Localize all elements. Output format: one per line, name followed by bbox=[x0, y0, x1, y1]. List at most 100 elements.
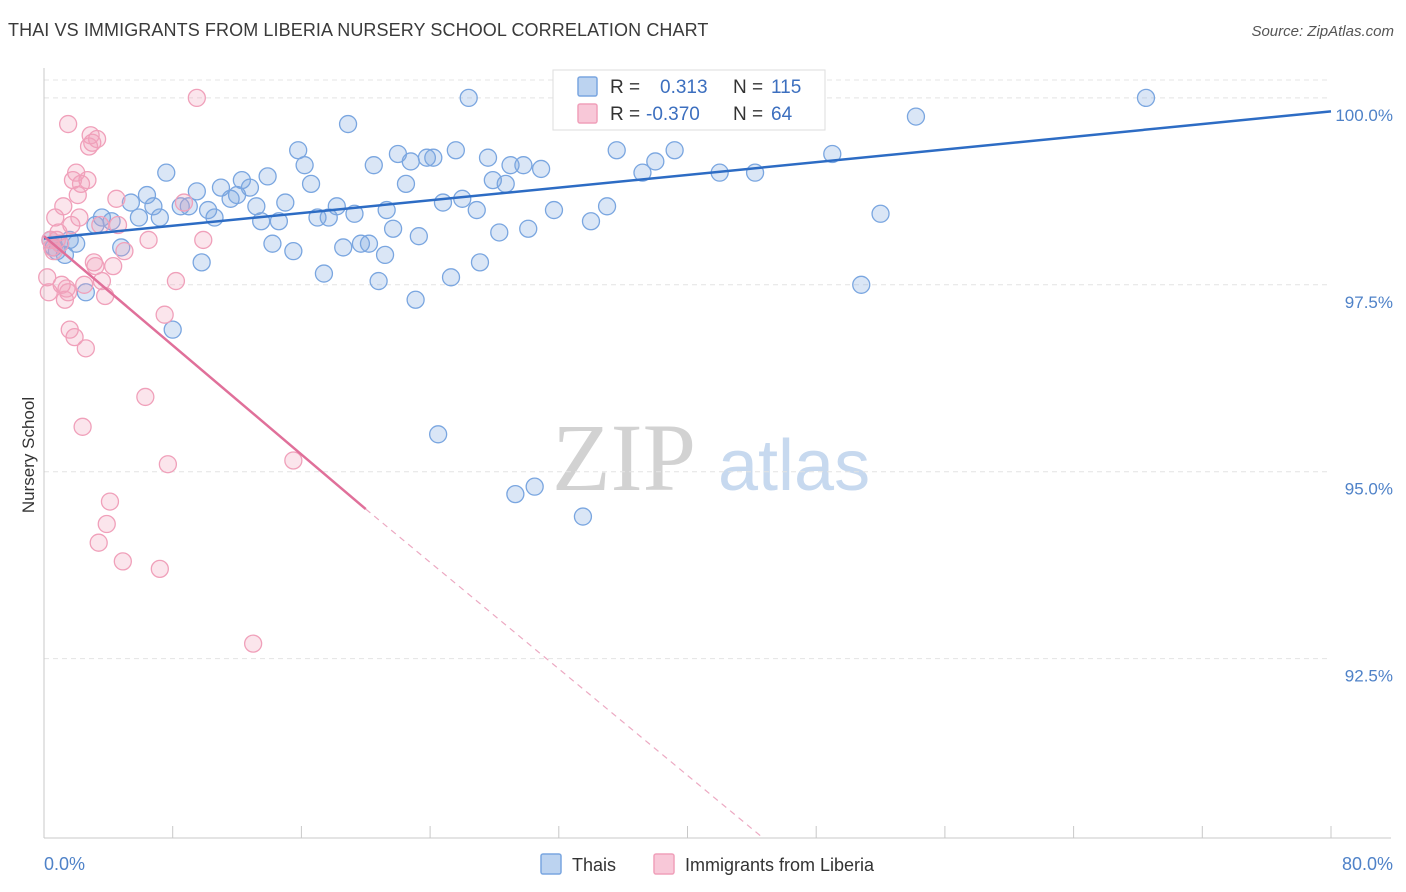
point-thais-39 bbox=[301, 174, 321, 194]
point-thais-9 bbox=[92, 208, 112, 227]
point-thais-73 bbox=[501, 156, 520, 175]
point-thais-79 bbox=[544, 200, 564, 220]
point-thais-88 bbox=[665, 141, 684, 160]
point-liberia-51 bbox=[187, 88, 206, 108]
point-liberia-10 bbox=[54, 197, 73, 216]
point-thais-72 bbox=[496, 174, 515, 194]
legend-r-value-thais: 0.313 bbox=[660, 77, 708, 98]
stats-legend: R = 0.313 N = 115 R = -0.370 N = 64 bbox=[552, 69, 826, 131]
point-liberia-24 bbox=[75, 275, 94, 294]
legend-n-label-liberia: N = bbox=[733, 104, 763, 125]
point-thais-66 bbox=[459, 88, 478, 108]
point-liberia-42 bbox=[113, 552, 132, 571]
point-thais-44 bbox=[334, 238, 353, 257]
point-liberia-39 bbox=[104, 256, 123, 276]
point-thais-13 bbox=[129, 208, 149, 227]
point-thais-68 bbox=[470, 253, 490, 272]
source-credit: Source: ZipAtlas.com bbox=[1251, 23, 1394, 40]
watermark-atlas: atlas bbox=[718, 426, 870, 506]
y-tick-label-0: 92.5% bbox=[1345, 667, 1393, 686]
legend-r-label-liberia: R = bbox=[610, 104, 640, 125]
point-liberia-18 bbox=[65, 327, 84, 347]
point-thais-22 bbox=[192, 253, 211, 272]
point-thais-41 bbox=[314, 264, 334, 283]
point-liberia-40 bbox=[107, 189, 126, 208]
series-swatch-liberia bbox=[653, 853, 675, 875]
y-axis-title: Nursery School bbox=[19, 397, 38, 513]
point-thais-83 bbox=[597, 197, 617, 216]
point-liberia-44 bbox=[136, 387, 155, 407]
point-liberia-43 bbox=[115, 242, 134, 261]
legend-n-value-thais: 115 bbox=[771, 77, 801, 98]
point-liberia-49 bbox=[166, 271, 186, 291]
point-thais-16 bbox=[150, 208, 169, 227]
point-thais-45 bbox=[338, 114, 358, 134]
point-thais-38 bbox=[295, 156, 314, 175]
chart-title: THAI VS IMMIGRANTS FROM LIBERIA NURSERY … bbox=[8, 20, 709, 40]
point-liberia-20 bbox=[68, 185, 87, 205]
y-tick-label-2: 97.5% bbox=[1345, 293, 1393, 312]
point-thais-87 bbox=[646, 152, 665, 171]
point-thais-76 bbox=[519, 219, 538, 238]
series-label-liberia: Immigrants from Liberia bbox=[685, 855, 875, 875]
x-tick-label-min: 0.0% bbox=[44, 854, 85, 874]
point-liberia-34 bbox=[91, 215, 110, 235]
x-tick-label-max: 80.0% bbox=[1342, 854, 1393, 874]
point-thais-50 bbox=[369, 271, 388, 291]
trend-line-dashed-liberia bbox=[365, 508, 764, 839]
gridlines bbox=[44, 79, 1331, 660]
point-thais-7 bbox=[76, 283, 95, 302]
point-thais-62 bbox=[433, 193, 453, 212]
point-thais-61 bbox=[428, 425, 448, 444]
legend-swatch-thais bbox=[577, 76, 598, 97]
legend-n-value-liberia: 64 bbox=[771, 104, 793, 125]
point-liberia-53 bbox=[243, 634, 263, 653]
axes bbox=[43, 68, 1391, 839]
point-thais-49 bbox=[364, 156, 383, 175]
point-thais-53 bbox=[383, 219, 403, 238]
point-thais-98 bbox=[871, 204, 890, 223]
point-thais-71 bbox=[490, 223, 509, 242]
point-thais-58 bbox=[409, 227, 428, 246]
point-thais-35 bbox=[276, 193, 295, 212]
point-thais-29 bbox=[240, 178, 260, 197]
point-liberia-38 bbox=[100, 492, 120, 511]
point-thais-75 bbox=[514, 156, 533, 175]
point-thais-33 bbox=[263, 234, 282, 253]
trend-lines bbox=[43, 110, 1332, 839]
point-thais-36 bbox=[284, 242, 303, 261]
point-thais-59 bbox=[417, 148, 437, 167]
point-thais-77 bbox=[525, 477, 544, 496]
point-thais-23 bbox=[198, 200, 218, 220]
y-tick-label-1: 95.0% bbox=[1345, 480, 1393, 499]
point-thais-32 bbox=[258, 167, 277, 186]
point-thais-18 bbox=[163, 320, 182, 339]
point-thais-43 bbox=[327, 197, 346, 216]
point-liberia-25 bbox=[76, 339, 95, 358]
point-liberia-45 bbox=[139, 230, 158, 250]
legend-n-label-thais: N = bbox=[733, 77, 763, 98]
point-thais-24 bbox=[205, 208, 224, 227]
point-thais-56 bbox=[401, 152, 420, 171]
point-thais-55 bbox=[396, 174, 416, 194]
y-tick-label-3: 100.0% bbox=[1335, 106, 1393, 125]
watermark-zip: ZIP bbox=[552, 404, 696, 511]
point-thais-84 bbox=[607, 141, 626, 160]
point-thais-34 bbox=[269, 212, 289, 231]
point-thais-86 bbox=[633, 163, 652, 182]
point-thais-81 bbox=[573, 507, 593, 526]
point-thais-63 bbox=[441, 268, 461, 287]
point-liberia-50 bbox=[174, 193, 194, 212]
trend-line-liberia bbox=[43, 235, 367, 511]
point-liberia-0 bbox=[38, 268, 57, 287]
point-thais-100 bbox=[1136, 88, 1156, 108]
legend-r-label-thais: R = bbox=[610, 77, 640, 98]
point-thais-96 bbox=[823, 144, 842, 164]
point-thais-78 bbox=[531, 159, 551, 179]
point-liberia-13 bbox=[58, 283, 78, 302]
point-thais-64 bbox=[446, 141, 465, 160]
point-liberia-23 bbox=[73, 417, 92, 436]
point-thais-6 bbox=[67, 234, 86, 253]
trend-line-thais bbox=[43, 110, 1332, 240]
